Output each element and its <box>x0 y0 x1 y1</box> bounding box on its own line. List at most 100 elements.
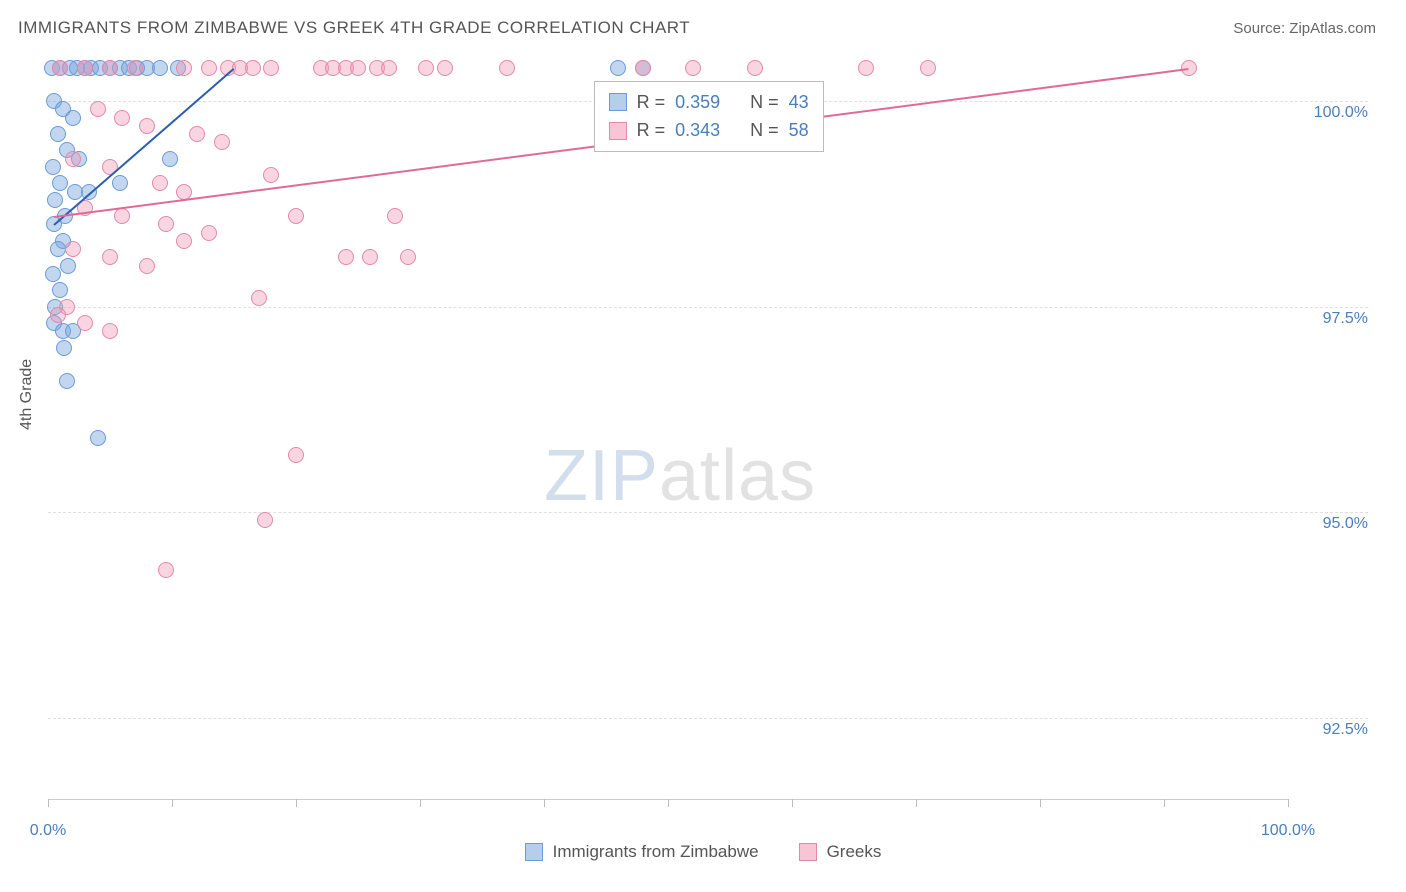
scatter-point-greeks <box>245 60 261 76</box>
scatter-point-greeks <box>114 110 130 126</box>
trend-line-zimbabwe <box>54 68 235 226</box>
x-tick <box>296 799 297 807</box>
scatter-point-greeks <box>158 562 174 578</box>
x-tick <box>544 799 545 807</box>
scatter-point-zimbabwe <box>52 282 68 298</box>
correlation-row-zimbabwe: R =0.359N =43 <box>609 88 809 117</box>
legend-item-greeks: Greeks <box>799 842 882 862</box>
scatter-point-greeks <box>114 208 130 224</box>
x-tick-label: 100.0% <box>1261 822 1315 840</box>
scatter-point-greeks <box>152 175 168 191</box>
chart-area: 0.0%100.0%ZIPatlasR =0.359N =43R =0.343N… <box>48 60 1368 800</box>
scatter-point-zimbabwe <box>45 159 61 175</box>
correlation-row-greeks: R = 0.343 N = 58 <box>609 116 809 145</box>
scatter-point-greeks <box>158 216 174 232</box>
scatter-point-greeks <box>400 249 416 265</box>
scatter-point-greeks <box>139 258 155 274</box>
scatter-point-greeks <box>418 60 434 76</box>
scatter-point-greeks <box>65 151 81 167</box>
y-tick-label: 92.5% <box>1288 721 1368 739</box>
n-value-greeks: 58 <box>789 116 809 145</box>
gridline-horizontal <box>48 718 1368 719</box>
gridline-horizontal <box>48 307 1368 308</box>
gridline-horizontal <box>48 512 1368 513</box>
scatter-point-greeks <box>381 60 397 76</box>
y-tick-label: 97.5% <box>1288 310 1368 328</box>
scatter-point-greeks <box>635 60 651 76</box>
scatter-point-greeks <box>263 167 279 183</box>
scatter-point-greeks <box>338 249 354 265</box>
scatter-point-greeks <box>685 60 701 76</box>
scatter-point-greeks <box>50 307 66 323</box>
scatter-point-zimbabwe <box>50 241 66 257</box>
chart-header: IMMIGRANTS FROM ZIMBABWE VS GREEK 4TH GR… <box>0 0 1406 46</box>
x-tick-label: 0.0% <box>30 822 66 840</box>
plot-region: 0.0%100.0%ZIPatlasR =0.359N =43R =0.343N… <box>48 60 1288 800</box>
scatter-point-greeks <box>350 60 366 76</box>
r-value-greeks: 0.343 <box>675 116 720 145</box>
legend-swatch-zimbabwe <box>525 843 543 861</box>
scatter-point-zimbabwe <box>152 60 168 76</box>
legend-item-zimbabwe: Immigrants from Zimbabwe <box>525 842 759 862</box>
y-tick-label: 95.0% <box>1288 515 1368 533</box>
scatter-point-greeks <box>387 208 403 224</box>
bottom-legend: Immigrants from Zimbabwe Greeks <box>0 842 1406 862</box>
scatter-point-greeks <box>201 60 217 76</box>
n-label: N = <box>750 116 779 145</box>
chart-title: IMMIGRANTS FROM ZIMBABWE VS GREEK 4TH GR… <box>18 18 690 38</box>
scatter-point-greeks <box>176 233 192 249</box>
scatter-point-greeks <box>920 60 936 76</box>
scatter-point-greeks <box>102 249 118 265</box>
scatter-point-greeks <box>499 60 515 76</box>
scatter-point-greeks <box>176 60 192 76</box>
legend-label-greeks: Greeks <box>827 842 882 862</box>
scatter-point-greeks <box>251 290 267 306</box>
r-label: R = <box>637 116 666 145</box>
source-label: Source: <box>1233 20 1285 37</box>
scatter-point-greeks <box>77 60 93 76</box>
scatter-point-zimbabwe <box>65 110 81 126</box>
scatter-point-zimbabwe <box>45 266 61 282</box>
scatter-point-greeks <box>362 249 378 265</box>
scatter-point-greeks <box>77 315 93 331</box>
r-value-zimbabwe: 0.359 <box>675 88 720 117</box>
scatter-point-greeks <box>189 126 205 142</box>
legend-swatch-greeks <box>799 843 817 861</box>
scatter-point-greeks <box>214 134 230 150</box>
scatter-point-zimbabwe <box>610 60 626 76</box>
scatter-point-greeks <box>747 60 763 76</box>
scatter-point-zimbabwe <box>112 175 128 191</box>
x-tick <box>420 799 421 807</box>
scatter-point-greeks <box>288 447 304 463</box>
scatter-point-greeks <box>263 60 279 76</box>
scatter-point-greeks <box>65 241 81 257</box>
x-tick <box>172 799 173 807</box>
scatter-point-greeks <box>288 208 304 224</box>
scatter-point-greeks <box>858 60 874 76</box>
r-label: R = <box>637 88 666 117</box>
x-tick <box>668 799 669 807</box>
x-tick <box>1040 799 1041 807</box>
scatter-point-zimbabwe <box>90 430 106 446</box>
scatter-point-greeks <box>437 60 453 76</box>
scatter-point-zimbabwe <box>60 258 76 274</box>
source-attribution: Source: ZipAtlas.com <box>1233 20 1376 37</box>
n-value-zimbabwe: 43 <box>789 88 809 117</box>
scatter-point-zimbabwe <box>52 175 68 191</box>
scatter-point-zimbabwe <box>59 373 75 389</box>
correlation-legend: R = 0.359 N = 43R = 0.343 N = 58 <box>594 81 824 153</box>
scatter-point-zimbabwe <box>56 340 72 356</box>
correlation-swatch-greeks <box>609 122 627 140</box>
scatter-point-zimbabwe <box>50 126 66 142</box>
y-axis-title: 4th Grade <box>18 359 36 430</box>
scatter-point-zimbabwe <box>47 192 63 208</box>
correlation-swatch-zimbabwe <box>609 93 627 111</box>
scatter-point-greeks <box>102 323 118 339</box>
scatter-point-greeks <box>139 118 155 134</box>
x-tick <box>1288 799 1289 807</box>
scatter-point-greeks <box>127 60 143 76</box>
y-tick-label: 100.0% <box>1288 104 1368 122</box>
scatter-point-greeks <box>201 225 217 241</box>
scatter-point-zimbabwe <box>162 151 178 167</box>
x-tick <box>48 799 49 807</box>
